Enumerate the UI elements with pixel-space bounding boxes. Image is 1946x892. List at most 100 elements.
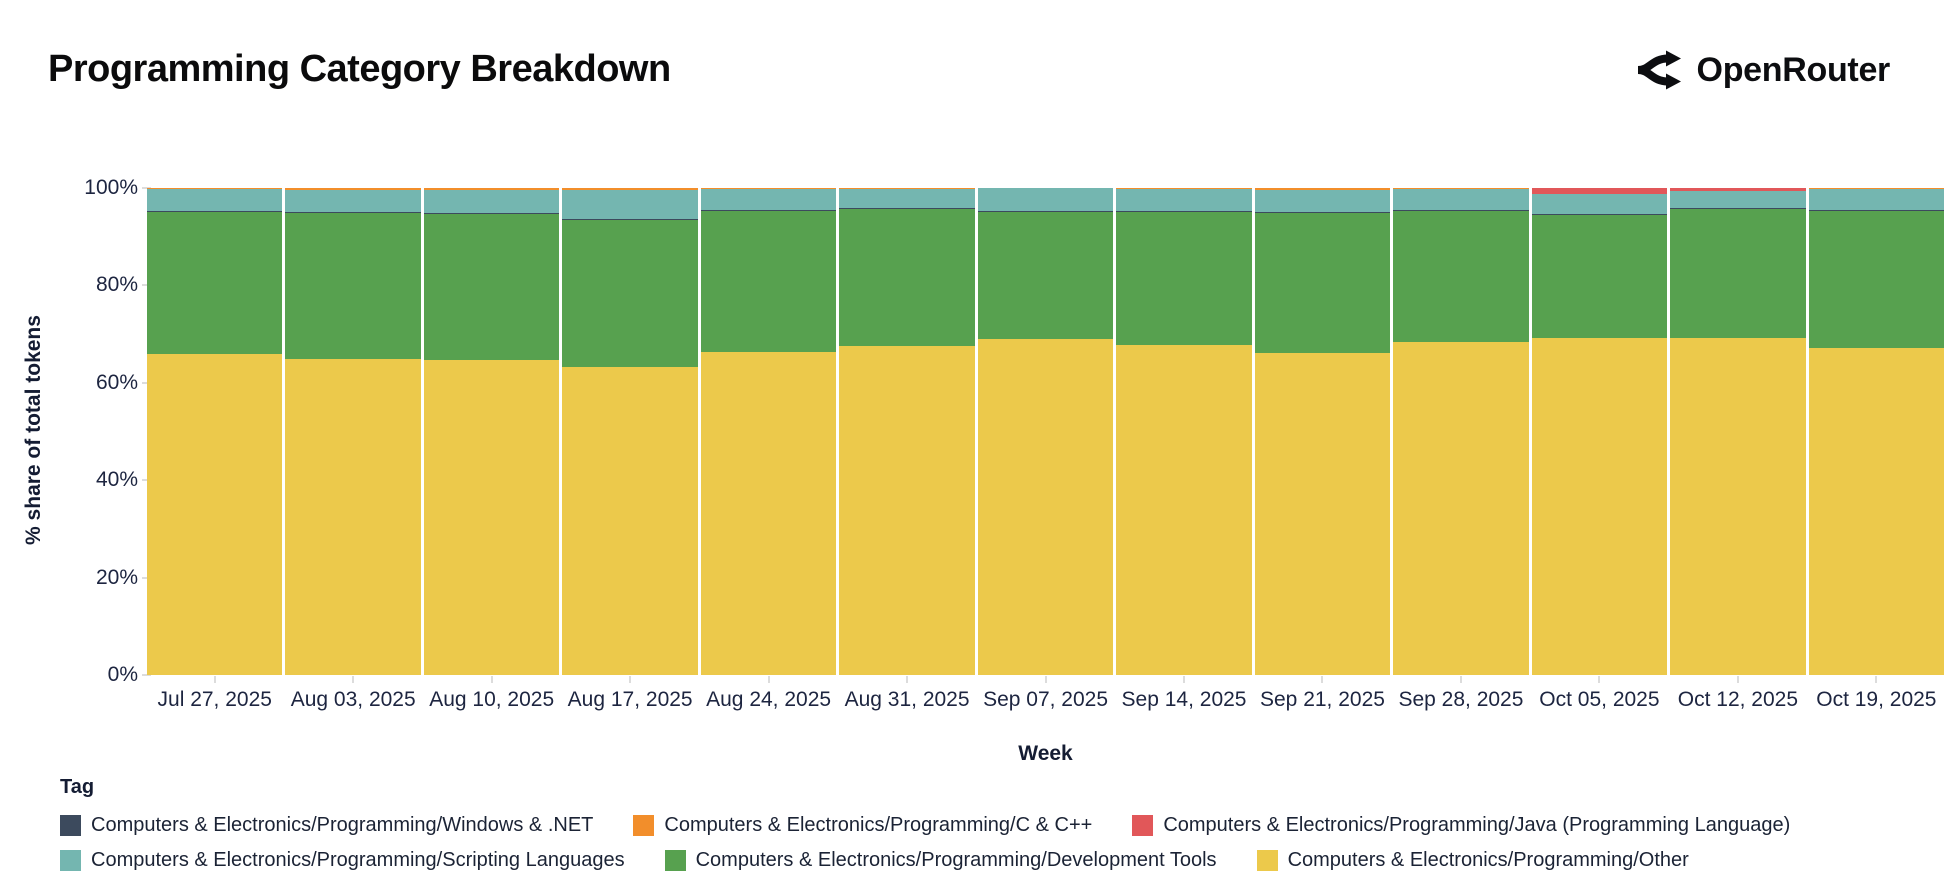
bar-segment[interactable] — [147, 212, 283, 354]
x-tick-label: Sep 28, 2025 — [1398, 688, 1524, 711]
x-tick-label: Aug 03, 2025 — [290, 688, 416, 711]
bar-segment[interactable] — [423, 212, 560, 214]
bar-segment[interactable] — [1393, 188, 1529, 190]
x-tick-mark — [1598, 676, 1601, 683]
brand-name: OpenRouter — [1696, 50, 1891, 89]
legend-item[interactable]: Computers & Electronics/Programming/C & … — [633, 814, 1092, 837]
bar-segment[interactable] — [423, 188, 560, 190]
bar-segment[interactable] — [977, 339, 1114, 675]
bar-segment[interactable] — [1670, 208, 1806, 339]
bar-segment[interactable] — [1393, 189, 1529, 210]
bar-segment[interactable] — [1116, 188, 1252, 190]
bar-segment[interactable] — [1116, 344, 1252, 675]
bar-segment[interactable] — [700, 352, 837, 675]
y-tick-label: 100% — [84, 176, 138, 199]
bar-segment[interactable] — [423, 213, 560, 361]
bar-segment[interactable] — [1808, 189, 1945, 211]
bar-segment[interactable] — [147, 188, 283, 190]
bar-segment[interactable] — [1808, 210, 1945, 212]
bar-segment[interactable] — [147, 353, 283, 675]
x-tick-cell — [978, 676, 1113, 684]
bar-segment[interactable] — [147, 189, 283, 212]
bar-segment[interactable] — [1670, 338, 1806, 675]
bar-segment[interactable] — [562, 189, 698, 219]
bar-segment[interactable] — [977, 188, 1114, 212]
bar-segment[interactable] — [285, 212, 421, 359]
bar-aug-17-2025 — [562, 188, 698, 675]
bar-segment[interactable] — [700, 189, 837, 210]
legend-swatch — [60, 815, 81, 836]
bar-segment[interactable] — [1393, 210, 1529, 343]
bar-segment[interactable] — [839, 208, 975, 346]
bar-segment[interactable] — [285, 358, 421, 675]
bar-segment[interactable] — [1116, 189, 1252, 211]
bar-aug-24-2025 — [700, 188, 837, 675]
x-tick-label: Aug 10, 2025 — [429, 688, 555, 711]
bar-segment[interactable] — [839, 189, 975, 209]
bar-segment[interactable] — [1808, 347, 1945, 675]
x-tick-mark — [213, 676, 216, 683]
x-tick-cell — [1809, 676, 1944, 684]
x-tick-mark — [767, 676, 770, 683]
bar-segment[interactable] — [423, 360, 560, 675]
x-tick-mark — [1875, 676, 1878, 683]
x-tick-label: Aug 31, 2025 — [844, 688, 970, 711]
bar-oct-05-2025 — [1531, 188, 1668, 675]
bar-segment[interactable] — [1393, 342, 1529, 675]
legend-item[interactable]: Computers & Electronics/Programming/Deve… — [664, 849, 1217, 872]
bar-segment[interactable] — [285, 189, 421, 212]
x-tick-mark — [490, 676, 493, 683]
x-tick-mark — [1321, 676, 1324, 683]
bar-segment[interactable] — [1531, 214, 1668, 339]
bar-segment[interactable] — [562, 367, 698, 675]
bar-sep-14-2025 — [1116, 188, 1252, 675]
bar-segment[interactable] — [1254, 189, 1391, 212]
bar-sep-07-2025 — [977, 188, 1114, 675]
x-tick-mark — [906, 676, 909, 683]
bar-segment[interactable] — [1670, 191, 1806, 208]
bar-segment[interactable] — [700, 210, 837, 353]
bar-segment[interactable] — [1254, 188, 1391, 190]
bar-sep-21-2025 — [1254, 188, 1391, 675]
legend-item-label: Computers & Electronics/Programming/Wind… — [91, 814, 594, 836]
bar-segment[interactable] — [839, 188, 975, 189]
bar-segment[interactable] — [285, 211, 421, 213]
legend-item[interactable]: Computers & Electronics/Programming/Scri… — [60, 849, 625, 872]
legend-item[interactable]: Computers & Electronics/Programming/Othe… — [1256, 849, 1689, 872]
bar-segment[interactable] — [423, 189, 560, 213]
legend-item[interactable]: Computers & Electronics/Programming/Java… — [1132, 814, 1790, 837]
bar-segment[interactable] — [1116, 211, 1252, 345]
bar-segment[interactable] — [1670, 188, 1806, 192]
bar-segment[interactable] — [562, 219, 698, 368]
bar-segment[interactable] — [977, 211, 1114, 340]
bar-segment[interactable] — [285, 188, 421, 190]
bar-segment[interactable] — [1531, 188, 1668, 194]
x-tick-label: Sep 14, 2025 — [1121, 688, 1247, 711]
y-tick-label: 40% — [95, 468, 138, 492]
legend-row: Computers & Electronics/Programming/Scri… — [60, 849, 1790, 872]
bar-segment[interactable] — [1254, 212, 1391, 354]
bar-segment[interactable] — [1254, 353, 1391, 675]
bar-segment[interactable] — [562, 188, 698, 190]
bar-aug-10-2025 — [423, 188, 560, 675]
bar-sep-28-2025 — [1393, 188, 1529, 675]
legend-item-label: Computers & Electronics/Programming/Othe… — [1287, 849, 1689, 871]
bar-segment[interactable] — [1808, 211, 1945, 348]
bar-segment[interactable] — [700, 188, 837, 190]
page-title: Programming Category Breakdown — [48, 48, 671, 90]
y-tick-mark — [142, 284, 151, 287]
bar-segment[interactable] — [147, 211, 283, 213]
x-axis-ticks — [147, 676, 1944, 684]
bar-segment[interactable] — [1393, 209, 1529, 211]
legend-item[interactable]: Computers & Electronics/Programming/Wind… — [60, 814, 593, 837]
legend-swatch — [664, 850, 686, 871]
x-tick-cell — [285, 676, 420, 684]
bar-segment[interactable] — [1808, 188, 1945, 190]
legend-title: Tag — [60, 776, 95, 798]
bar-segment[interactable] — [1531, 193, 1668, 214]
bar-segment[interactable] — [1531, 338, 1668, 675]
bar-segment[interactable] — [839, 345, 975, 675]
x-tick-label: Aug 24, 2025 — [706, 688, 832, 711]
bar-oct-12-2025 — [1670, 188, 1806, 675]
legend-swatch — [1132, 815, 1154, 836]
